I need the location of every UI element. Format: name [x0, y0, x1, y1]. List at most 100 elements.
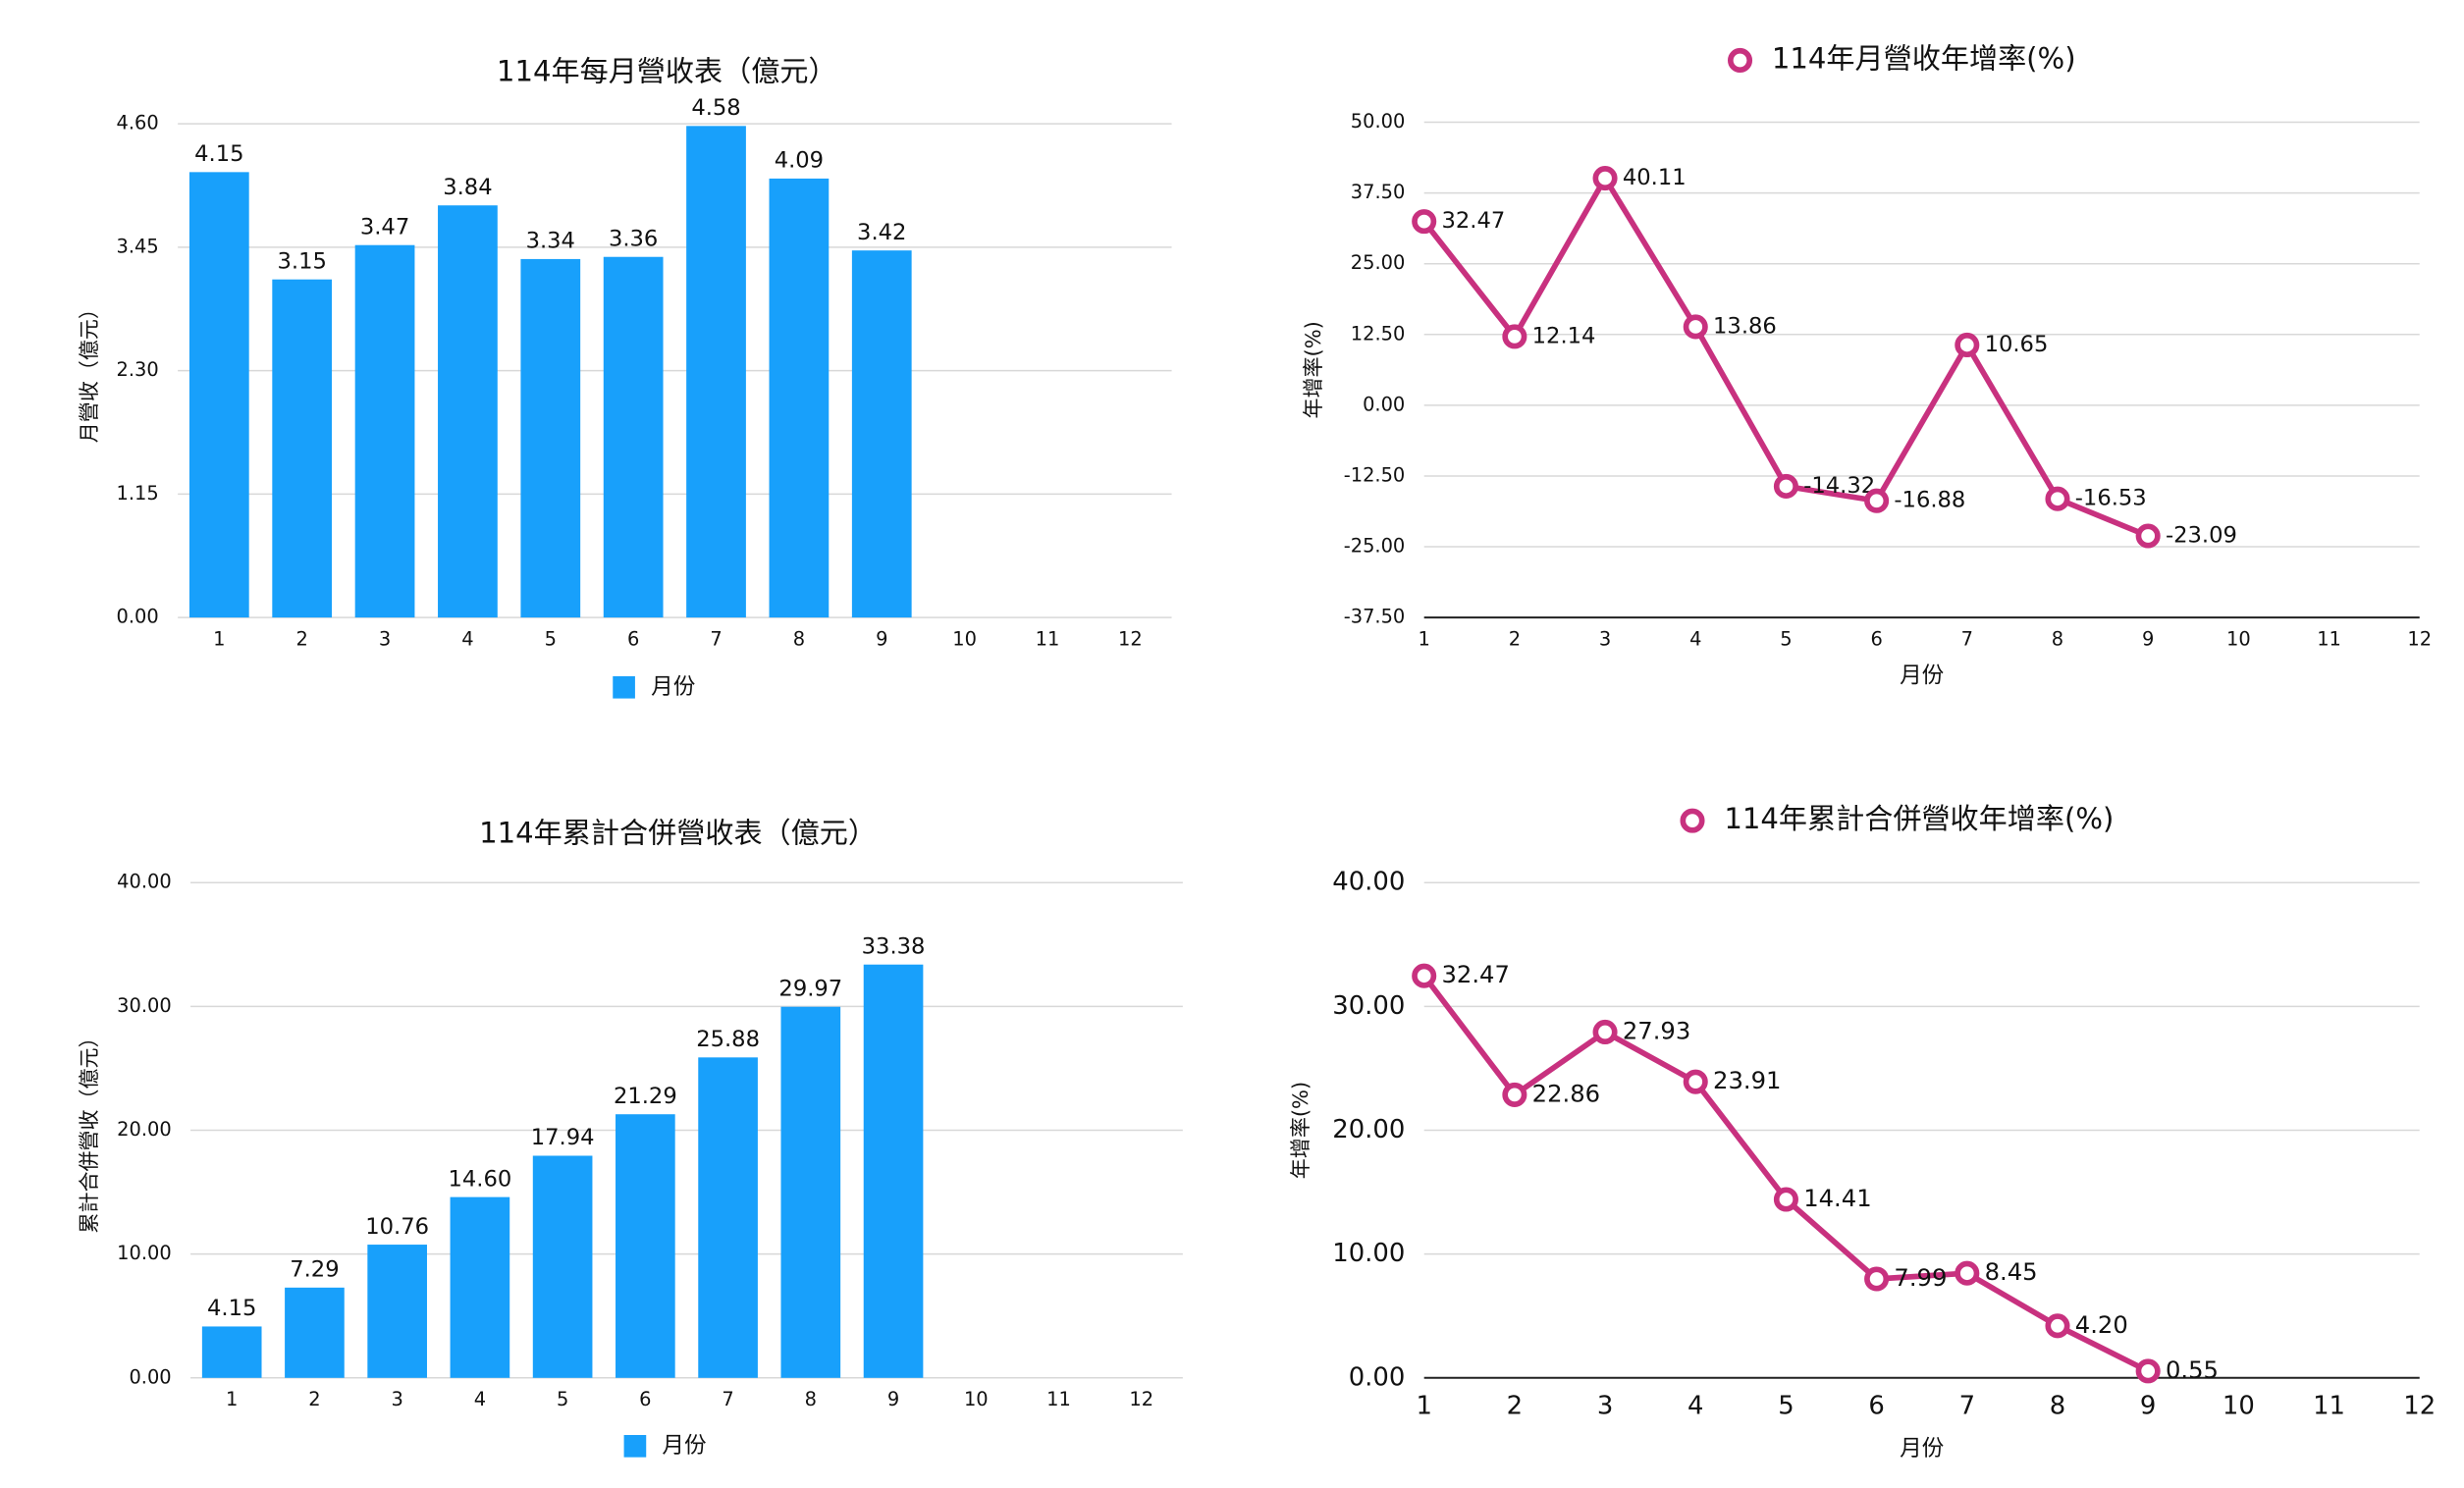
- legend-label: 月份: [651, 674, 695, 700]
- y-tick-label: 40.00: [1332, 868, 1405, 897]
- y-tick-label: 12.50: [1351, 322, 1406, 345]
- y-tick-label: 50.00: [1351, 110, 1406, 133]
- data-label: 33.38: [862, 933, 926, 959]
- x-tick-label: 12: [1129, 1388, 1153, 1410]
- x-tick-label: 6: [1868, 1391, 1884, 1420]
- x-tick-label: 5: [1778, 1391, 1794, 1420]
- data-label: 4.09: [775, 148, 824, 174]
- y-axis-label: 年增率(%): [1288, 1082, 1312, 1179]
- data-label: 22.86: [1532, 1079, 1600, 1107]
- x-tick-label: 9: [887, 1388, 899, 1410]
- y-tick-label: 4.60: [117, 112, 159, 134]
- x-tick-label: 1: [1419, 627, 1430, 650]
- x-tick-label: 6: [639, 1388, 651, 1410]
- bar: [769, 178, 830, 618]
- x-tick-label: 11: [1036, 627, 1060, 650]
- y-tick-label: 0.00: [117, 606, 159, 628]
- bar: [863, 964, 924, 1378]
- point: [1955, 332, 1980, 357]
- x-tick-label: 9: [2140, 1391, 2156, 1420]
- data-label: -16.88: [1894, 488, 1965, 513]
- data-label: 40.11: [1623, 165, 1687, 190]
- data-label: 4.20: [2075, 1310, 2128, 1339]
- x-tick-label: 3: [1597, 1391, 1613, 1420]
- x-tick-label: 8: [2050, 1391, 2065, 1420]
- y-tick-label: -12.50: [1344, 463, 1406, 486]
- y-tick-label: 3.45: [117, 235, 159, 257]
- data-label: 12.14: [1532, 323, 1596, 348]
- data-label: 4.15: [194, 141, 243, 167]
- point: [1592, 166, 1618, 191]
- x-tick-label: 4: [461, 627, 473, 650]
- point: [1502, 324, 1527, 349]
- y-tick-label: 0.00: [1363, 393, 1405, 415]
- data-label: 3.34: [526, 229, 575, 254]
- x-tick-label: 9: [2142, 627, 2154, 650]
- point: [1502, 1082, 1527, 1107]
- x-tick-label: 8: [2052, 627, 2063, 650]
- data-label: 7.29: [290, 1257, 339, 1283]
- chart-title: 114年累計合併營收表（億元）: [479, 817, 877, 850]
- x-tick-label: 4: [1687, 1391, 1703, 1420]
- bar: [851, 250, 912, 618]
- bar: [272, 279, 333, 618]
- x-tick-label: 10: [964, 1388, 989, 1410]
- x-tick-label: 10: [2223, 1391, 2255, 1420]
- data-label: -16.53: [2075, 486, 2147, 511]
- legend-label: 114年月營收年增率(%): [1772, 41, 2076, 75]
- y-axis-label: 年增率(%): [1301, 321, 1325, 418]
- x-tick-label: 9: [876, 627, 887, 650]
- x-tick-label: 2: [1507, 1391, 1523, 1420]
- y-tick-label: -25.00: [1344, 535, 1406, 558]
- legend-swatch: [613, 675, 635, 699]
- data-label: 23.91: [1713, 1066, 1781, 1094]
- data-label: -14.32: [1803, 473, 1875, 499]
- data-label: 27.93: [1623, 1016, 1690, 1044]
- x-tick-label: 3: [391, 1388, 402, 1410]
- x-tick-label: 2: [1509, 627, 1521, 650]
- data-label: 3.15: [277, 248, 326, 274]
- data-label: 13.86: [1713, 313, 1777, 339]
- x-tick-label: 7: [1961, 627, 1973, 650]
- data-label: 7.99: [1894, 1263, 1947, 1292]
- legend-marker: [1680, 808, 1705, 833]
- y-tick-label: 20.00: [117, 1118, 172, 1141]
- point: [1412, 209, 1437, 235]
- x-tick-label: 8: [805, 1388, 817, 1410]
- y-tick-label: 10.00: [117, 1242, 172, 1264]
- y-axis-label: 月營收（億元）: [77, 298, 101, 443]
- x-tick-label: 2: [296, 627, 308, 650]
- data-label: 29.97: [778, 976, 842, 1001]
- x-tick-label: 10: [952, 627, 977, 650]
- y-tick-label: 25.00: [1351, 251, 1406, 274]
- y-tick-label: 0.00: [129, 1365, 171, 1388]
- x-tick-label: 6: [627, 627, 639, 650]
- y-tick-label: 37.50: [1351, 181, 1406, 203]
- bar: [616, 1114, 675, 1378]
- y-tick-label: 0.00: [1349, 1362, 1406, 1392]
- point: [1683, 1069, 1708, 1094]
- x-tick-label: 7: [722, 1388, 733, 1410]
- bar: [367, 1245, 427, 1378]
- legend-label: 月份: [662, 1433, 706, 1459]
- bar: [354, 244, 415, 618]
- bar: [201, 1326, 262, 1378]
- x-tick-label: 3: [1599, 627, 1611, 650]
- data-label: 4.15: [207, 1296, 256, 1321]
- bar: [532, 1155, 593, 1378]
- bar: [603, 256, 664, 618]
- chart-title: 114年每月營收表（億元）: [497, 54, 837, 87]
- data-label: 14.41: [1803, 1184, 1871, 1212]
- y-tick-label: 1.15: [117, 482, 159, 505]
- data-label: 17.94: [531, 1125, 595, 1150]
- bar: [520, 258, 581, 618]
- bar: [698, 1057, 758, 1378]
- point: [2135, 1358, 2161, 1384]
- x-tick-label: 6: [1870, 627, 1882, 650]
- point: [1864, 488, 1890, 513]
- x-tick-label: 11: [2317, 627, 2341, 650]
- data-label: 21.29: [614, 1084, 677, 1109]
- point: [1773, 473, 1798, 499]
- x-tick-label: 11: [2313, 1391, 2345, 1420]
